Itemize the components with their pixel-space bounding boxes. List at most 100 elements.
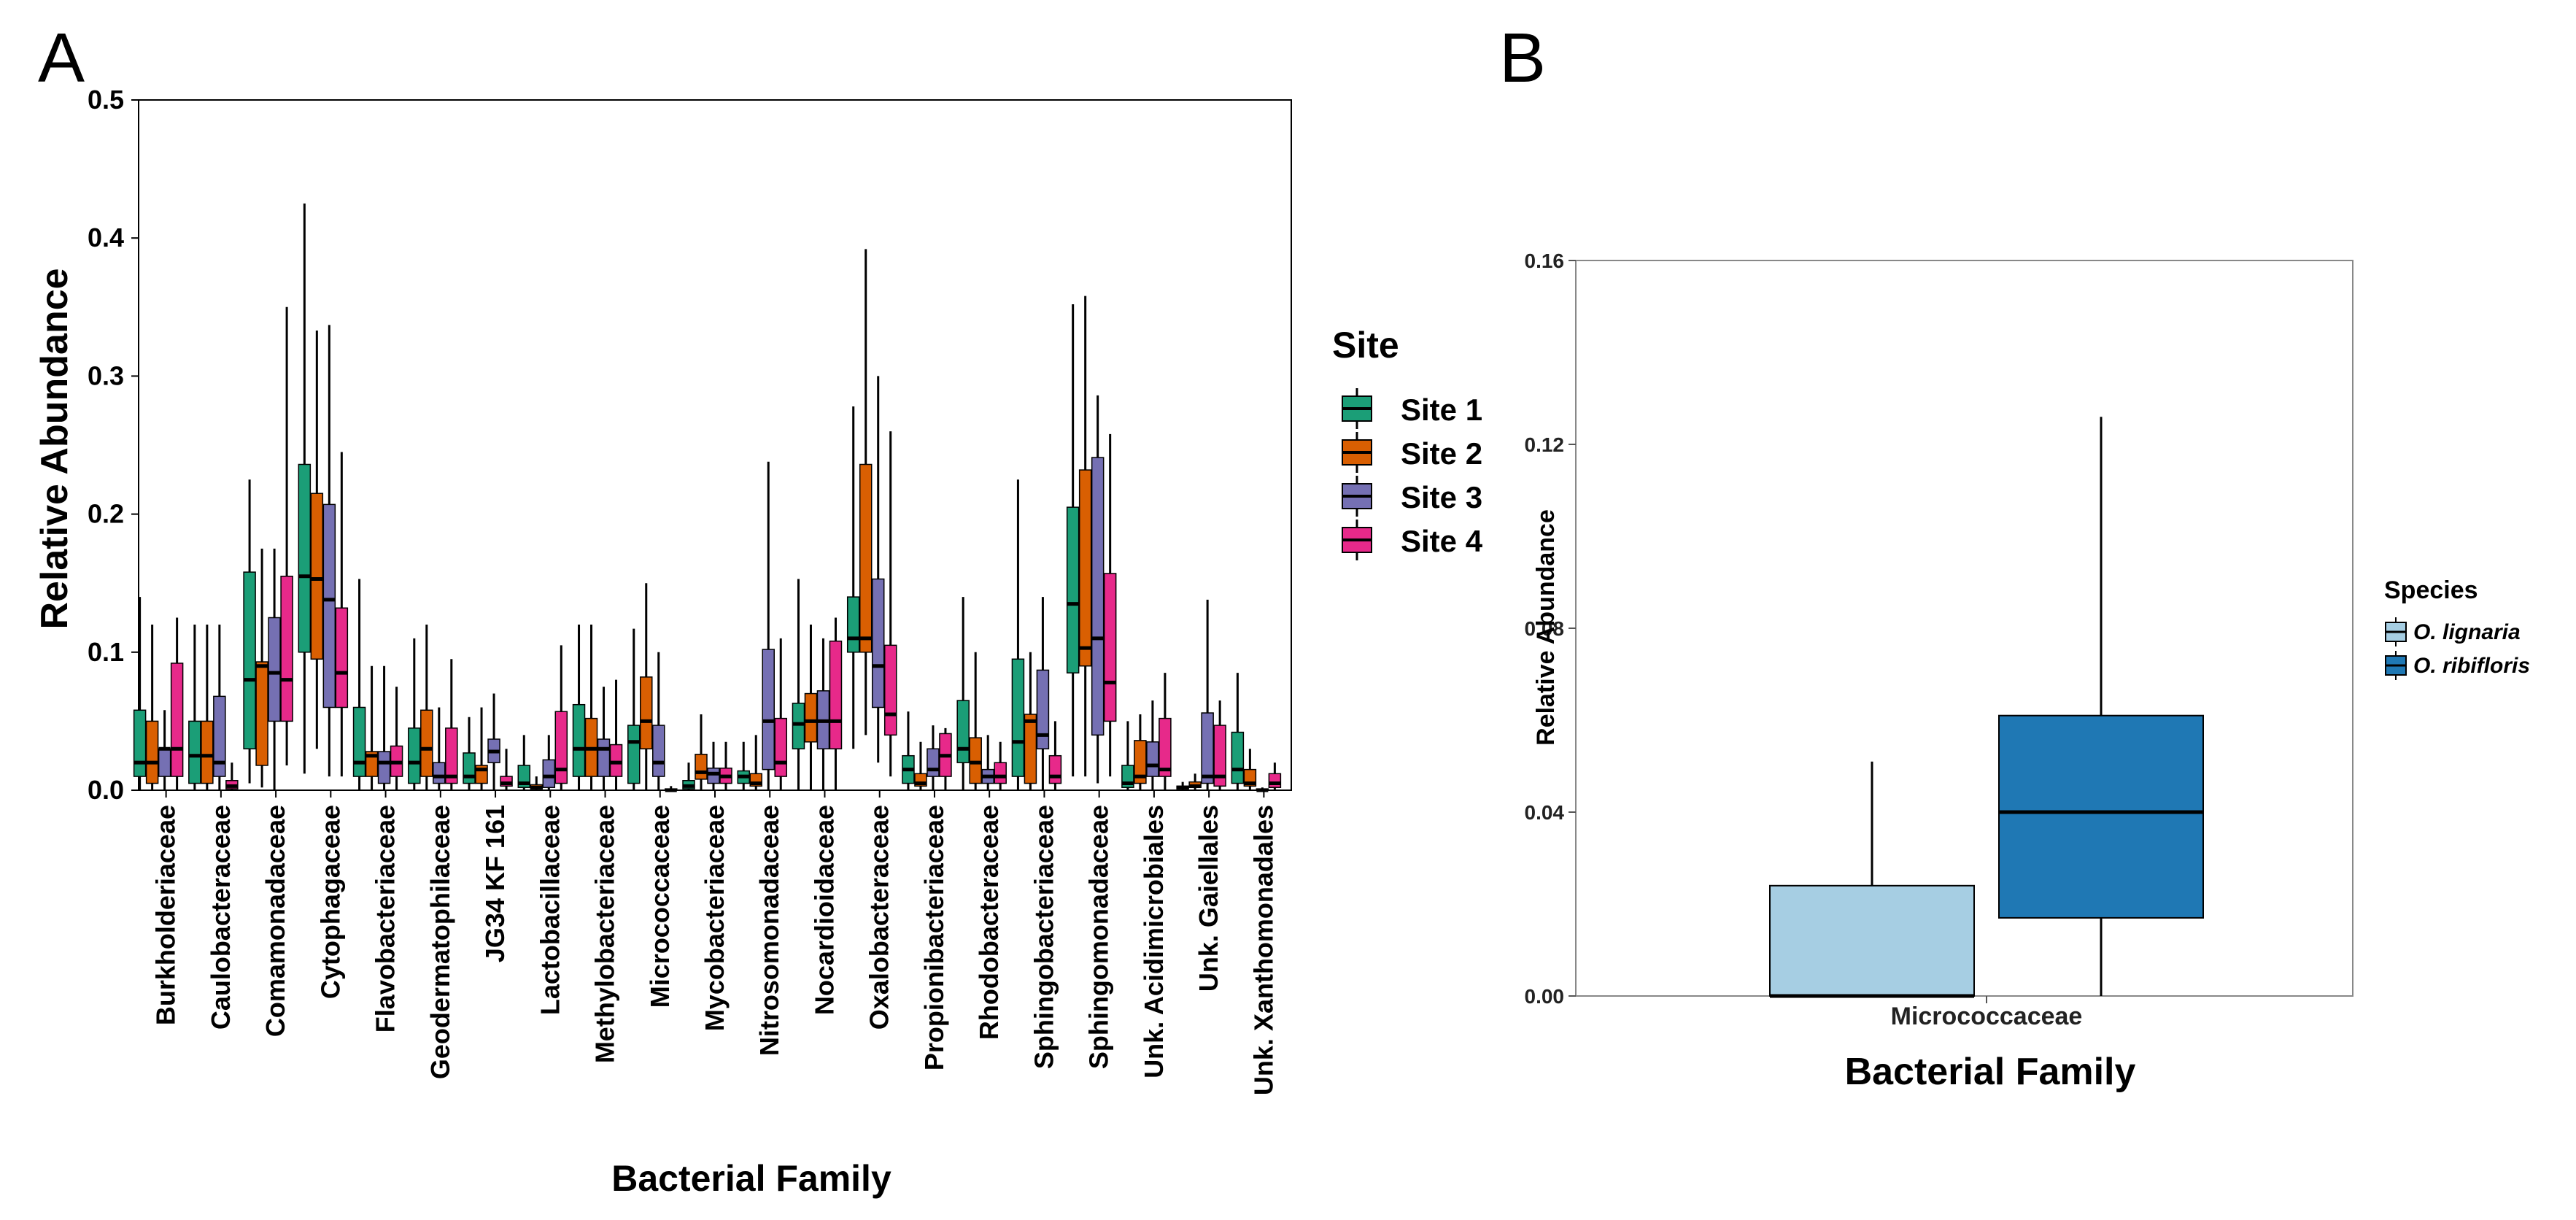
box-iqr: [1146, 741, 1159, 777]
panel-a-y-tick-label: 0.3: [88, 360, 124, 390]
box-cytophagaceae-site-4: [335, 452, 349, 777]
legend-key-site-3: [1342, 476, 1372, 517]
panel-a-label: A: [38, 19, 85, 97]
box-mycobacteriaceae-site-3: [707, 741, 720, 790]
box-iqr: [298, 463, 312, 653]
box-iqr: [572, 703, 586, 777]
box-iqr: [1024, 714, 1037, 784]
box-iqr: [640, 676, 653, 749]
box-flavobacteriaceae-site-2: [365, 665, 379, 790]
box-lactobacillaceae-site-1: [517, 735, 531, 790]
box-nitrosomonadaceae-site-2: [749, 735, 762, 790]
panel-a-y-tick-label: 0.5: [88, 85, 124, 115]
x-tick-label-geodermatophilaceae: Geodermatophilaceae: [425, 805, 455, 1079]
panel-b-y-axis: 0.00 0.04 0.08 0.12 0.16: [1525, 250, 1576, 1008]
box-nocardioidaceae-site-4: [829, 617, 843, 790]
box-iqr: [243, 571, 256, 749]
box-unk-gaiellales-site-3: [1201, 599, 1214, 790]
box-iqr: [1011, 658, 1025, 777]
box-unk-xanthomonadales-site-3: [1256, 787, 1269, 792]
box-comamonadaceae-site-4: [280, 306, 293, 765]
legend-label-site-3: Site 3: [1401, 480, 1482, 514]
box-iqr: [268, 617, 281, 722]
panel-b-label: B: [1499, 19, 1546, 97]
box-iqr: [792, 703, 805, 749]
box-flavobacteriaceae-site-1: [352, 579, 366, 790]
box-iqr: [1159, 717, 1172, 777]
box-jg34-kf-161-site-4: [500, 749, 513, 790]
box-sphingobacteriaceae-site-2: [1024, 652, 1037, 790]
box-unk-gaiellales-site-2: [1188, 773, 1202, 790]
panel-a-x-axis: Burkholderiaceae Caulobacteraceae Comamona…: [151, 790, 1278, 1095]
box-unk-acidimicrobiales-site-4: [1159, 673, 1172, 790]
panel-a-y-tick-label: 0.4: [88, 223, 124, 252]
box-iqr: [829, 640, 843, 749]
box-burkholderiaceae-site-3: [158, 710, 171, 790]
box-unk-acidimicrobiales-site-3: [1146, 700, 1159, 790]
box-unk-xanthomonadales-site-1: [1231, 673, 1245, 790]
panel-b-y-tick-label: 0.04: [1525, 801, 1565, 824]
x-tick-label-unk-gaiellales: Unk. Gaiellales: [1194, 805, 1223, 992]
box-iqr: [1103, 573, 1117, 722]
panel-b-y-tick-label: 0.12: [1525, 433, 1565, 456]
box-caulobacteraceae-site-4: [225, 762, 239, 790]
panel-a-legend-title: Site: [1332, 325, 1399, 366]
box-unk-xanthomonadales-site-4: [1268, 762, 1282, 790]
box-nocardioidaceae-site-1: [792, 579, 805, 790]
panel-a-y-axis: 0.0 0.1 0.2 0.3 0.4 0.5: [88, 85, 139, 805]
legend-key-o-ribifloris: [2385, 651, 2407, 680]
box-methylobacteriaceae-site-4: [609, 679, 623, 790]
x-tick-label-sphingobacteriaceae: Sphingobacteriaceae: [1029, 805, 1059, 1069]
box-mycobacteriaceae-site-2: [695, 714, 708, 790]
x-tick-label-lactobacillaceae: Lactobacillaceae: [535, 805, 565, 1015]
panel-b-legend-title: Species: [2384, 576, 2478, 604]
x-tick-label-unk-xanthomonadales: Unk. Xanthomonadales: [1248, 805, 1278, 1095]
box-iqr: [609, 744, 623, 777]
panel-a-y-tick-label: 0.1: [88, 637, 124, 667]
box-oxalobacteraceae-site-1: [846, 406, 860, 749]
panel-b-legend: Species O. lignaria O. ribifloris: [2384, 576, 2530, 680]
panel-a-y-axis-title: Relative Abundance: [34, 268, 76, 629]
x-tick-label-sphingomonadaceae: Sphingomonadaceae: [1084, 805, 1114, 1069]
box-micrococcaceae-site-2: [640, 583, 653, 790]
panel-b-y-axis-title: Relative Abundance: [1532, 509, 1560, 746]
box-cytophagaceae-site-2: [310, 330, 324, 749]
box-methylobacteriaceae-site-3: [597, 687, 611, 790]
box-sphingomonadaceae-site-1: [1066, 304, 1080, 777]
box-cytophagaceae-site-1: [298, 203, 312, 774]
box-iqr: [201, 720, 214, 784]
box-iqr: [445, 727, 458, 784]
box-unk-acidimicrobiales-site-2: [1134, 714, 1147, 790]
box-iqr: [1268, 773, 1282, 788]
box-flavobacteriaceae-site-3: [377, 665, 391, 790]
box-burkholderiaceae-site-4: [170, 617, 184, 790]
box-iqr: [597, 738, 611, 777]
box-iqr: [927, 748, 940, 777]
box-caulobacteraceae-site-2: [201, 624, 214, 790]
box-methylobacteriaceae-site-1: [572, 624, 586, 790]
box-iqr: [170, 663, 184, 777]
box-iqr: [1213, 725, 1226, 787]
panel-a-legend: Site Site 1 Site 2 Site 3 Site 4: [1332, 325, 1483, 560]
box-iqr: [994, 762, 1007, 784]
box-oxalobacteraceae-site-2: [859, 249, 873, 736]
box-caulobacteraceae-site-1: [188, 624, 201, 790]
box-mycobacteriaceae-site-4: [719, 741, 732, 790]
legend-label-site-4: Site 4: [1401, 524, 1483, 558]
box-unk-gaiellales-site-4: [1213, 700, 1226, 790]
box-nitrosomonadaceae-site-1: [737, 741, 750, 790]
box-iqr: [322, 503, 336, 709]
x-tick-label-caulobacteraceae: Caulobacteraceae: [206, 805, 236, 1030]
box-sphingobacteriaceae-site-4: [1048, 721, 1062, 790]
x-tick-label-oxalobacteraceae: Oxalobacteraceae: [865, 805, 894, 1030]
box-iqr: [846, 596, 860, 653]
legend-label-o-ribifloris: O. ribifloris: [2413, 654, 2530, 678]
x-tick-label-rhodobacteraceae: Rhodobacteraceae: [974, 805, 1004, 1040]
legend-key-site-2: [1342, 432, 1372, 473]
x-tick-label-micrococcaceae: Micrococcaceae: [645, 805, 675, 1008]
box-propionibacteriaceae-site-1: [902, 711, 915, 790]
box-geodermatophilaceae-site-2: [420, 624, 433, 790]
box-micrococcaceae-site-3: [652, 652, 665, 790]
box-sphingomonadaceae-site-2: [1078, 296, 1092, 777]
